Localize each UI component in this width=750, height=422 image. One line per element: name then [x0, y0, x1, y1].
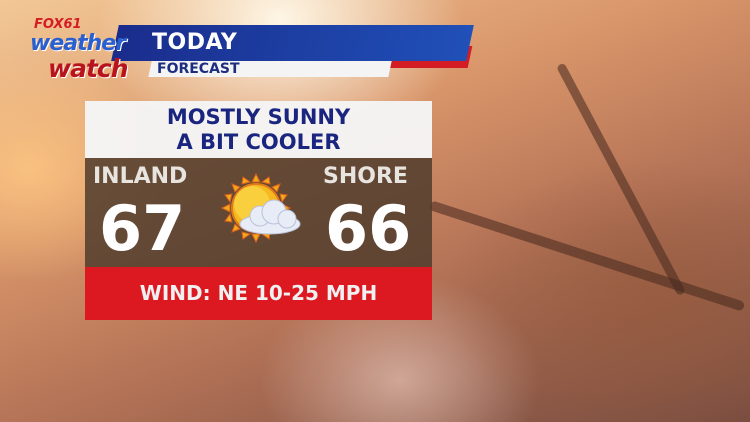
logo-fox: FOX61	[34, 17, 82, 32]
background-branch	[428, 200, 746, 312]
summary-line-1: MOSTLY SUNNY	[166, 105, 351, 129]
fox61-weather-watch-logo: FOX61 weather watch	[30, 18, 150, 82]
logo-weather: weather	[30, 31, 126, 56]
shore-temp: 66	[325, 192, 412, 265]
header-title: TODAY	[152, 30, 238, 55]
header-subtitle: FORECAST	[157, 61, 240, 77]
forecast-summary: MOSTLY SUNNY A BIT COOLER	[85, 101, 432, 158]
logo-watch: watch	[48, 54, 129, 83]
summary-line-2: A BIT COOLER	[176, 130, 341, 154]
inland-label: INLAND	[93, 164, 188, 189]
wind-info: WIND: NE 10-25 MPH	[85, 267, 432, 320]
inland-temp: 67	[99, 192, 186, 265]
partly-sunny-icon	[220, 172, 301, 244]
forecast-header: TODAY FORECAST FOX61 weather watch	[0, 0, 750, 90]
forecast-panel: MOSTLY SUNNY A BIT COOLER INLAND 67 SHOR…	[85, 101, 432, 320]
temperature-section: INLAND 67 SHORE 66	[85, 158, 432, 267]
shore-label: SHORE	[323, 164, 408, 189]
